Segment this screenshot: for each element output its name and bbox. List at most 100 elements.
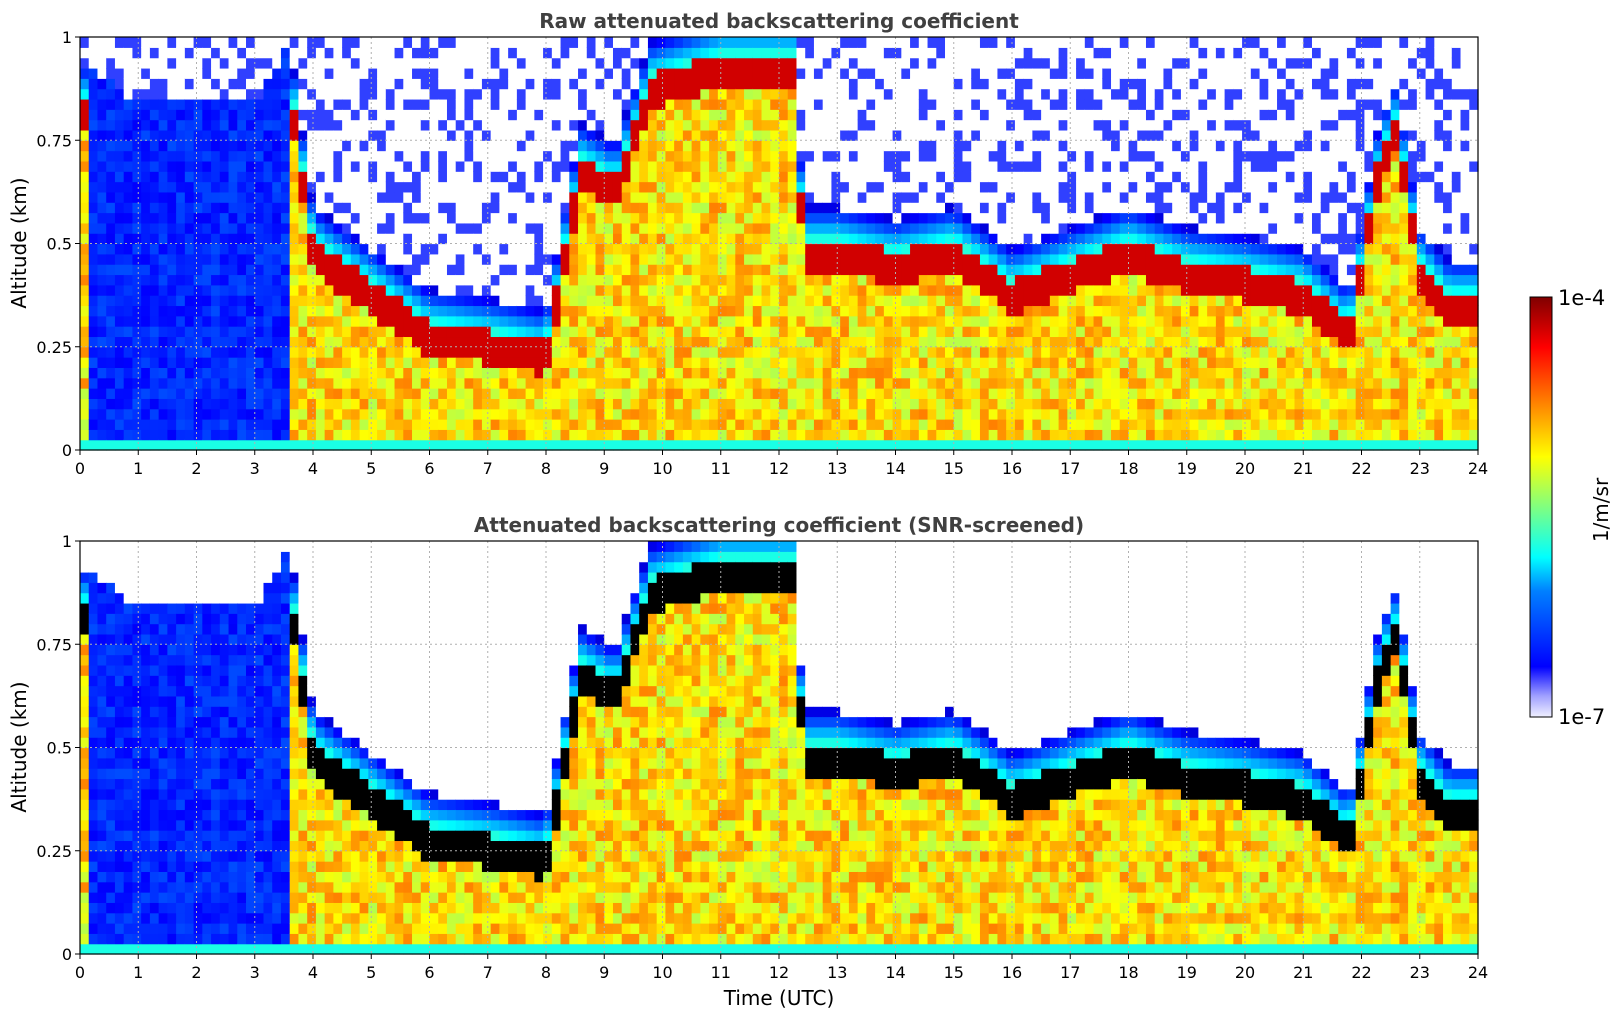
heatmap-cell xyxy=(158,119,168,131)
heatmap-cell xyxy=(560,212,570,224)
heatmap-cell xyxy=(324,150,334,162)
heatmap-cell xyxy=(403,233,413,245)
heatmap-cell xyxy=(822,88,833,100)
heatmap-cell xyxy=(307,429,317,441)
heatmap-cell xyxy=(237,253,247,265)
heatmap-cell xyxy=(534,171,544,183)
heatmap-cell xyxy=(805,388,815,399)
heatmap-cell xyxy=(490,150,500,162)
heatmap-cell xyxy=(779,398,789,410)
heatmap-cell xyxy=(936,233,946,245)
heatmap-cell xyxy=(499,57,509,69)
heatmap-cell xyxy=(88,284,99,296)
heatmap-cell xyxy=(508,439,518,451)
heatmap-cell xyxy=(455,233,466,245)
heatmap-cell xyxy=(1093,408,1103,420)
heatmap-cell xyxy=(368,57,378,69)
heatmap-cell xyxy=(962,212,972,224)
heatmap-cell xyxy=(848,202,859,214)
heatmap-cell xyxy=(499,181,509,193)
heatmap-cell xyxy=(420,119,431,131)
heatmap-cell xyxy=(88,78,99,90)
heatmap-cell xyxy=(840,222,850,234)
heatmap-cell xyxy=(700,419,710,430)
heatmap-cell xyxy=(831,98,841,110)
heatmap-cell xyxy=(910,264,920,276)
heatmap-cell xyxy=(158,202,168,214)
heatmap-cell xyxy=(534,119,544,131)
heatmap-cell xyxy=(595,377,605,389)
heatmap-cell xyxy=(691,295,701,307)
heatmap-cell xyxy=(1145,284,1156,296)
heatmap-cell xyxy=(88,295,99,307)
heatmap-cell xyxy=(280,295,291,307)
heatmap-cell xyxy=(80,222,90,234)
heatmap-cell xyxy=(246,57,256,69)
heatmap-cell xyxy=(237,181,247,193)
heatmap-cell xyxy=(674,439,684,451)
heatmap-cell xyxy=(586,326,597,338)
heatmap-cell xyxy=(569,398,579,410)
heatmap-cell xyxy=(866,67,876,79)
heatmap-cell xyxy=(455,191,466,203)
heatmap-cell xyxy=(595,212,605,224)
heatmap-cell xyxy=(394,119,404,131)
heatmap-cell xyxy=(481,150,492,162)
heatmap-cell xyxy=(682,367,693,379)
heatmap-cell xyxy=(368,367,378,379)
heatmap-cell xyxy=(551,78,562,90)
heatmap-cell xyxy=(883,181,894,193)
heatmap-cell xyxy=(918,37,929,48)
heatmap-cell xyxy=(866,150,876,162)
heatmap-cell xyxy=(228,140,238,152)
heatmap-cell xyxy=(647,47,658,59)
heatmap-cell xyxy=(193,88,203,100)
heatmap-cell xyxy=(246,140,256,152)
heatmap-cell xyxy=(1093,160,1103,172)
heatmap-cell xyxy=(892,140,902,152)
heatmap-cell xyxy=(612,357,623,368)
heatmap-cell xyxy=(1084,119,1095,131)
heatmap-cell xyxy=(359,336,369,348)
heatmap-cell xyxy=(1041,408,1051,420)
heatmap-cell xyxy=(315,171,326,183)
heatmap-cell xyxy=(88,357,99,368)
heatmap-cell xyxy=(813,67,824,79)
heatmap-cell xyxy=(595,419,605,430)
heatmap-cell xyxy=(1102,47,1112,59)
heatmap-cell xyxy=(106,191,116,203)
heatmap-cell xyxy=(831,336,841,348)
heatmap-cell xyxy=(910,367,920,379)
heatmap-cell xyxy=(368,377,378,389)
heatmap-cell xyxy=(866,98,876,110)
heatmap-cell xyxy=(551,295,562,307)
heatmap-cell xyxy=(883,295,894,307)
heatmap-cell xyxy=(508,295,518,307)
heatmap-cell xyxy=(761,439,771,451)
heatmap-cell xyxy=(132,191,142,203)
heatmap-cell xyxy=(621,346,632,358)
heatmap-cell xyxy=(490,243,500,255)
heatmap-cell xyxy=(123,119,134,131)
heatmap-cell xyxy=(700,429,710,441)
heatmap-cell xyxy=(1067,253,1077,265)
heatmap-cell xyxy=(368,129,378,141)
heatmap-cell xyxy=(979,439,990,451)
heatmap-cell xyxy=(752,98,763,110)
heatmap-cell xyxy=(359,429,369,441)
heatmap-cell xyxy=(167,315,177,327)
heatmap-cell xyxy=(420,439,431,451)
heatmap-cell xyxy=(114,398,125,410)
heatmap-cell xyxy=(132,284,142,296)
heatmap-cell xyxy=(525,274,535,286)
heatmap-cell xyxy=(639,222,649,234)
heatmap-cell xyxy=(813,233,824,245)
heatmap-cell xyxy=(857,233,867,245)
heatmap-cell xyxy=(446,357,457,368)
heatmap-cell xyxy=(918,57,929,69)
heatmap-cell xyxy=(508,377,518,389)
heatmap-cell xyxy=(848,295,859,307)
heatmap-cell xyxy=(700,398,710,410)
heatmap-cell xyxy=(744,388,754,399)
heatmap-cell xyxy=(805,109,815,121)
